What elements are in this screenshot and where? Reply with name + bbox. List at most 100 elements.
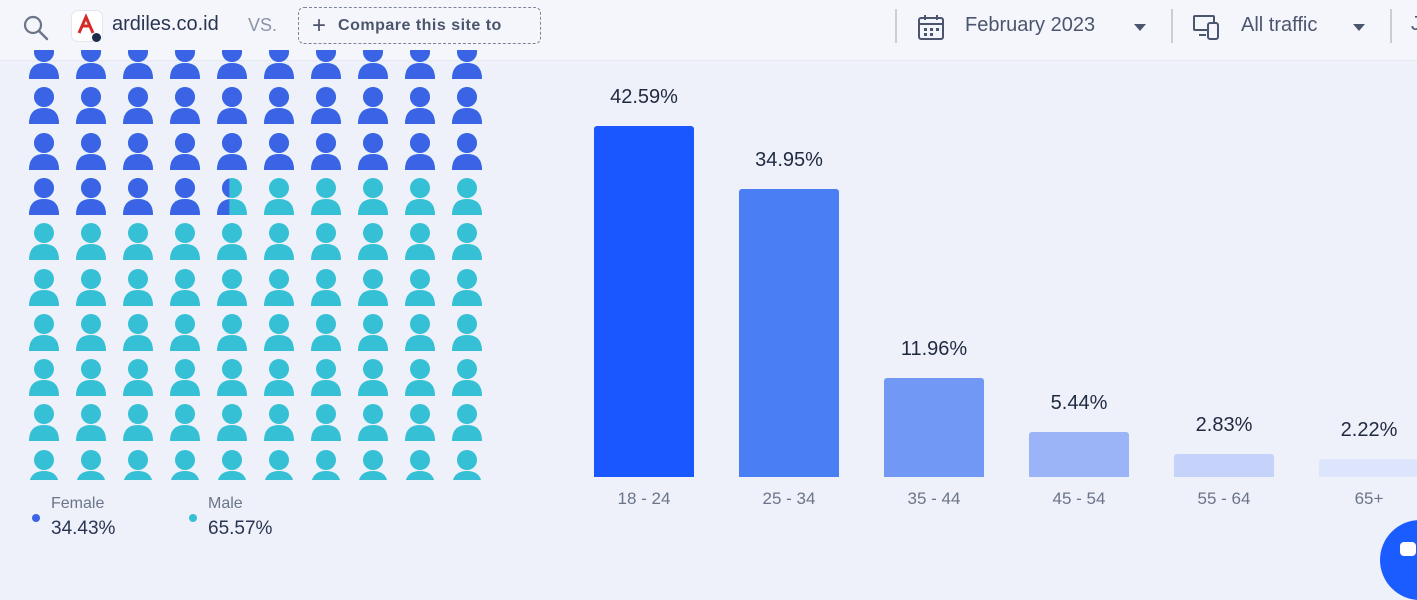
compare-button-label: Compare this site to bbox=[338, 16, 502, 34]
person-icon bbox=[452, 132, 482, 170]
person-icon bbox=[76, 313, 106, 351]
person-icon bbox=[358, 449, 388, 480]
search-icon[interactable] bbox=[22, 14, 50, 42]
person-icon bbox=[311, 132, 341, 170]
person-icon bbox=[217, 50, 247, 79]
bar-value-label: 2.83% bbox=[1195, 413, 1253, 436]
person-icon bbox=[123, 177, 153, 215]
person-icon bbox=[452, 404, 482, 442]
person-icon bbox=[311, 268, 341, 306]
person-icon bbox=[217, 313, 247, 351]
site-status-dot bbox=[92, 33, 101, 42]
truncated-menu-item[interactable]: J bbox=[1411, 13, 1417, 35]
person-icon bbox=[311, 404, 341, 442]
person-icon bbox=[170, 177, 200, 215]
person-icon bbox=[123, 268, 153, 306]
date-range-select[interactable]: February 2023 bbox=[965, 14, 1096, 36]
person-icon bbox=[405, 223, 435, 261]
person-icon bbox=[76, 87, 106, 125]
traffic-type-select[interactable]: All traffic bbox=[1241, 14, 1318, 36]
chat-button[interactable] bbox=[1380, 520, 1417, 600]
bar-value-label: 42.59% bbox=[610, 86, 678, 108]
person-icon bbox=[405, 87, 435, 125]
person-icon bbox=[217, 268, 247, 306]
person-icon bbox=[452, 87, 482, 125]
person-icon bbox=[29, 87, 59, 125]
person-icon bbox=[217, 87, 247, 125]
person-icon bbox=[452, 50, 482, 79]
calendar-icon[interactable] bbox=[917, 13, 945, 41]
female-legend-dot bbox=[32, 514, 40, 522]
person-icon bbox=[170, 87, 200, 125]
person-icon bbox=[358, 404, 388, 442]
bar-category-label: 18 - 24 bbox=[617, 489, 671, 508]
person-icon bbox=[452, 268, 482, 306]
age-bar[interactable] bbox=[1029, 432, 1129, 477]
age-bar[interactable] bbox=[739, 188, 839, 477]
divider bbox=[1171, 9, 1173, 43]
person-icon bbox=[170, 50, 200, 79]
bar-category-label: 45 - 54 bbox=[1052, 489, 1106, 508]
person-icon bbox=[405, 268, 435, 306]
chevron-down-icon[interactable] bbox=[1353, 24, 1365, 31]
person-icon bbox=[405, 50, 435, 79]
divider bbox=[895, 9, 897, 43]
person-icon bbox=[123, 87, 153, 125]
person-icon bbox=[76, 359, 106, 397]
person-icon bbox=[29, 50, 59, 79]
age-bar[interactable] bbox=[884, 378, 984, 477]
person-icon bbox=[311, 87, 341, 125]
person-icon bbox=[76, 132, 106, 170]
person-icon bbox=[311, 449, 341, 480]
person-icon bbox=[123, 223, 153, 261]
person-icon bbox=[123, 313, 153, 351]
person-icon bbox=[123, 449, 153, 480]
chevron-down-icon[interactable] bbox=[1134, 24, 1146, 31]
site-name[interactable]: ardiles.co.id bbox=[112, 13, 219, 35]
person-icon bbox=[217, 359, 247, 397]
person-icon bbox=[217, 177, 247, 215]
vs-label: VS. bbox=[248, 15, 278, 35]
person-icon bbox=[264, 449, 294, 480]
bar-value-label: 5.44% bbox=[1050, 392, 1108, 415]
person-icon bbox=[405, 313, 435, 351]
person-icon bbox=[264, 132, 294, 170]
person-icon bbox=[170, 313, 200, 351]
person-icon bbox=[29, 449, 59, 480]
person-icon bbox=[170, 404, 200, 442]
person-icon bbox=[405, 132, 435, 170]
person-icon bbox=[264, 359, 294, 397]
person-icon bbox=[76, 50, 106, 79]
person-icon bbox=[217, 223, 247, 261]
age-bar[interactable] bbox=[1174, 453, 1274, 477]
person-icon bbox=[123, 50, 153, 79]
bar-value-label: 11.96% bbox=[900, 338, 968, 361]
person-icon bbox=[29, 404, 59, 442]
bar-value-label: 34.95% bbox=[755, 148, 823, 171]
person-icon bbox=[311, 359, 341, 397]
age-bar[interactable] bbox=[1319, 458, 1417, 477]
person-icon bbox=[76, 404, 106, 442]
person-icon bbox=[170, 268, 200, 306]
person-icon bbox=[29, 313, 59, 351]
compare-site-button[interactable]: + Compare this site to bbox=[298, 7, 541, 44]
person-icon bbox=[76, 177, 106, 215]
person-icon bbox=[123, 359, 153, 397]
female-label: Female bbox=[51, 495, 105, 512]
person-icon bbox=[358, 359, 388, 397]
bar-category-label: 25 - 34 bbox=[762, 489, 816, 508]
devices-icon[interactable] bbox=[1192, 13, 1222, 41]
female-percentage: 34.43% bbox=[51, 518, 116, 539]
bar-category-label: 35 - 44 bbox=[907, 489, 961, 508]
person-icon bbox=[264, 87, 294, 125]
person-icon bbox=[170, 449, 200, 480]
male-label: Male bbox=[208, 495, 243, 512]
site-favicon bbox=[72, 11, 102, 42]
person-icon bbox=[264, 268, 294, 306]
person-icon bbox=[358, 50, 388, 79]
person-icon bbox=[311, 177, 341, 215]
person-icon bbox=[311, 50, 341, 79]
person-icon bbox=[405, 449, 435, 480]
age-bar[interactable] bbox=[594, 126, 694, 477]
person-icon bbox=[264, 177, 294, 215]
